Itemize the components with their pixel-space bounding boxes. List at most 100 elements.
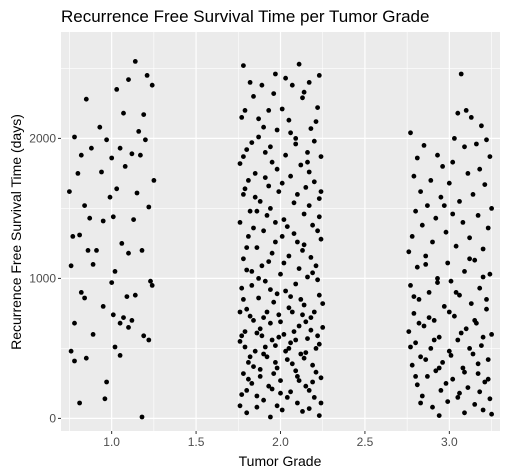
data-point-grade-2 (291, 329, 297, 334)
data-point-grade-2 (298, 351, 304, 357)
data-point-grade-2 (313, 119, 319, 124)
data-point-grade-3 (472, 318, 478, 323)
data-point-grade-1 (67, 189, 72, 195)
data-point-grade-3 (443, 229, 449, 235)
data-point-grade-3 (489, 411, 494, 417)
data-point-grade-3 (448, 353, 454, 358)
y-tick-label: 1000 (29, 271, 56, 285)
data-point-grade-1 (151, 178, 157, 183)
data-point-grade-2 (306, 406, 312, 411)
data-point-grade-2 (251, 364, 256, 369)
data-point-grade-3 (468, 301, 474, 306)
data-point-grade-3 (477, 285, 483, 291)
data-point-grade-2 (301, 89, 307, 95)
data-point-grade-1 (77, 232, 82, 238)
data-point-grade-2 (273, 239, 278, 245)
data-point-grade-2 (318, 400, 324, 406)
data-point-grade-2 (256, 295, 261, 301)
data-point-grade-3 (485, 225, 491, 231)
data-point-grade-2 (257, 199, 263, 204)
data-point-grade-2 (306, 203, 312, 209)
data-point-grade-3 (455, 395, 461, 400)
data-point-grade-2 (239, 285, 245, 291)
data-point-grade-2 (271, 299, 277, 305)
data-point-grade-2 (264, 354, 270, 360)
data-point-grade-3 (435, 152, 440, 158)
data-point-grade-2 (301, 355, 307, 361)
data-point-grade-2 (300, 248, 305, 253)
data-point-grade-3 (421, 143, 427, 148)
data-point-grade-2 (252, 171, 258, 176)
data-point-grade-2 (247, 313, 253, 319)
data-point-grade-1 (129, 318, 135, 323)
data-point-grade-3 (425, 374, 430, 379)
data-point-grade-2 (310, 270, 315, 276)
data-point-grade-2 (305, 274, 310, 280)
x-tick-label: 2.5 (357, 435, 374, 449)
data-point-grade-2 (254, 208, 260, 214)
data-point-grade-3 (485, 376, 491, 382)
data-point-grade-2 (262, 278, 268, 284)
data-point-grade-2 (239, 333, 245, 339)
data-point-grade-3 (446, 309, 452, 315)
data-point-grade-2 (276, 312, 282, 318)
data-point-grade-2 (316, 214, 322, 220)
data-point-grade-2 (273, 71, 278, 77)
data-point-grade-2 (237, 309, 243, 315)
data-point-grade-2 (273, 360, 278, 365)
data-point-grade-2 (298, 297, 304, 302)
data-point-grade-2 (254, 393, 260, 399)
data-point-grade-2 (259, 82, 265, 88)
data-point-grade-2 (244, 388, 250, 393)
data-point-grade-2 (293, 337, 299, 343)
data-point-grade-1 (117, 320, 123, 326)
data-point-grade-2 (293, 281, 299, 287)
data-point-grade-2 (316, 292, 322, 298)
data-point-grade-2 (318, 189, 324, 195)
data-point-grade-3 (460, 365, 466, 371)
data-point-grade-2 (311, 309, 317, 315)
data-point-grade-1 (78, 152, 84, 158)
data-point-grade-2 (283, 75, 288, 81)
x-tick-label: 2.0 (272, 435, 289, 449)
data-point-grade-2 (303, 350, 309, 355)
data-point-grade-2 (288, 340, 293, 346)
data-point-grade-1 (72, 358, 77, 364)
data-point-grade-3 (436, 365, 442, 371)
data-point-grade-2 (242, 186, 248, 192)
data-point-grade-2 (266, 108, 272, 113)
data-point-grade-1 (121, 315, 126, 320)
data-point-grade-3 (450, 159, 456, 165)
data-point-grade-2 (306, 388, 312, 393)
data-point-grade-2 (237, 220, 243, 225)
data-point-grade-2 (300, 312, 305, 318)
data-point-grade-3 (413, 374, 418, 379)
data-point-grade-1 (114, 186, 120, 192)
data-point-grade-2 (261, 351, 266, 357)
data-point-grade-3 (430, 239, 435, 245)
data-point-grade-2 (244, 245, 250, 251)
data-point-grade-3 (419, 222, 425, 228)
data-point-grade-3 (433, 368, 439, 374)
data-point-grade-2 (256, 134, 261, 140)
data-point-grade-1 (83, 96, 89, 102)
data-point-grade-3 (463, 108, 469, 113)
data-point-grade-2 (311, 138, 317, 144)
data-point-grade-2 (288, 389, 293, 395)
data-point-grade-1 (141, 333, 147, 339)
data-point-grade-3 (453, 243, 459, 249)
data-point-grade-3 (423, 262, 429, 267)
data-point-grade-3 (421, 323, 427, 329)
data-point-grade-1 (122, 164, 128, 169)
data-point-grade-1 (109, 155, 115, 161)
data-point-grade-2 (242, 329, 248, 334)
x-axis-title: Tumor Grade (239, 453, 322, 469)
data-point-grade-2 (246, 376, 251, 382)
data-point-grade-3 (470, 192, 476, 197)
data-point-grade-2 (281, 217, 287, 223)
data-point-grade-3 (484, 137, 489, 143)
data-point-grade-3 (463, 326, 469, 332)
data-point-grade-2 (262, 175, 268, 181)
data-point-grade-3 (487, 154, 493, 160)
data-point-grade-2 (261, 397, 266, 403)
